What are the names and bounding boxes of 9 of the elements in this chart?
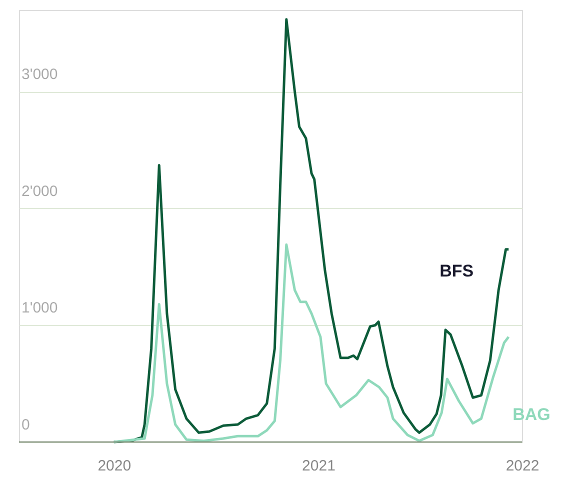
x-tick-label: 2022 [506,458,540,474]
y-tick-label: 1'000 [22,300,58,317]
x-tick-label: 2020 [98,458,132,474]
y-tick-label: 2'000 [22,182,58,200]
series-label: BAG [512,404,550,424]
y-tick-label: 3'000 [22,66,58,84]
y-tick-label: 0 [22,416,30,434]
series-label: BFS [440,261,474,280]
x-tick-label: 2021 [302,458,336,474]
